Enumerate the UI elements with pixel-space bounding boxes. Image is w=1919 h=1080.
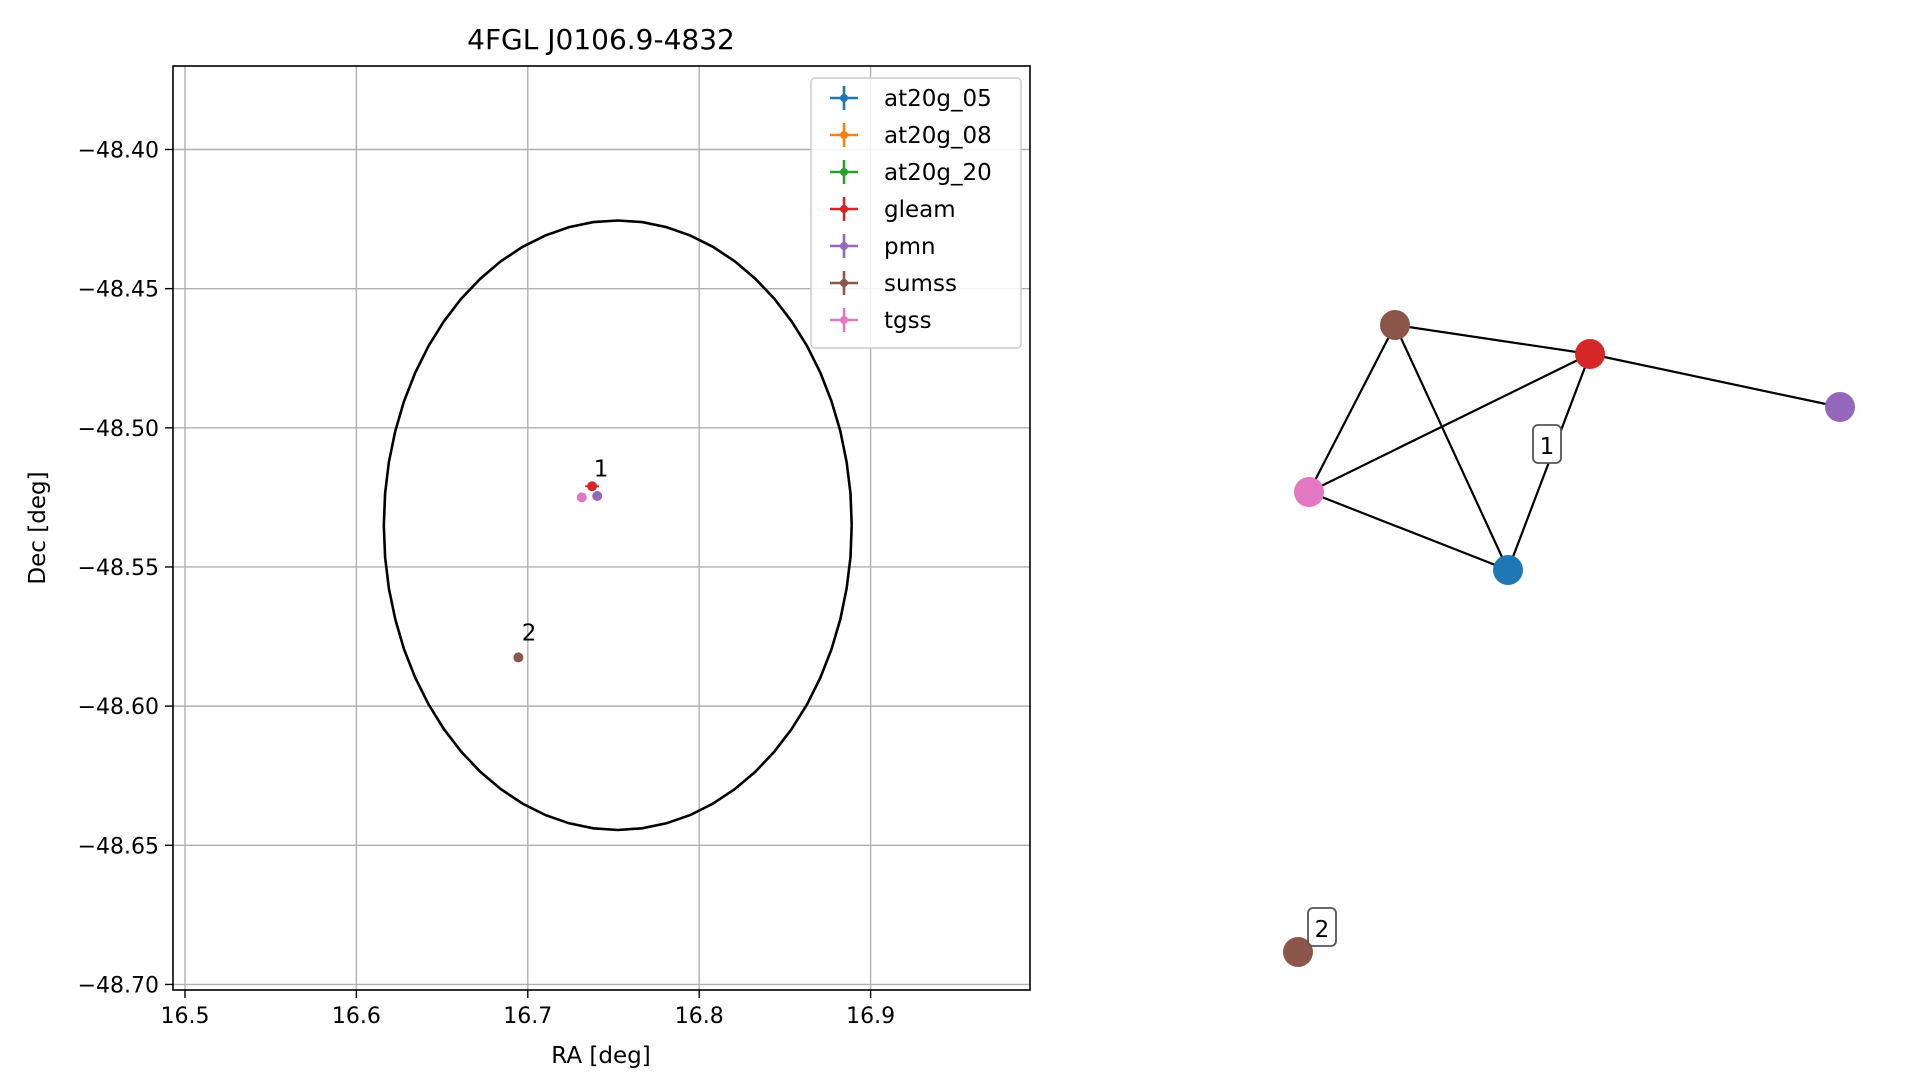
network-label-text: 1 (1540, 434, 1555, 460)
y-tick-label: −48.45 (78, 278, 159, 303)
legend-item-at20g_05: at20g_05 (830, 86, 992, 112)
point-gleam (587, 481, 598, 492)
x-tick-label: 16.6 (332, 1004, 381, 1029)
network-nodes (1283, 310, 1855, 967)
network-node-pmn (1825, 392, 1855, 422)
legend-label: sumss (884, 271, 957, 297)
y-axis-label: Dec [deg] (25, 471, 51, 584)
point-sumss (513, 652, 524, 663)
network-labels: 12 (1307, 424, 1562, 947)
legend-label: at20g_08 (884, 123, 992, 149)
y-tick-label: −48.65 (78, 834, 159, 859)
network-node-at20g_05 (1493, 555, 1523, 585)
point-tgss (576, 492, 587, 503)
network-label-box (1307, 907, 1337, 947)
network-label-text: 2 (1315, 917, 1330, 943)
network-edge (1394, 323, 1591, 356)
legend-label: pmn (884, 234, 936, 260)
y-tick-label: −48.55 (78, 556, 159, 581)
legend-label: at20g_20 (884, 160, 992, 186)
legend-marker-dot (840, 131, 848, 139)
network-node-sumss (1380, 310, 1410, 340)
annotation-label: 2 (522, 621, 537, 647)
network-label-box (1532, 424, 1562, 464)
x-tick-label: 16.7 (503, 1004, 552, 1029)
legend-marker-dot (840, 168, 848, 176)
legend-item-at20g_08: at20g_08 (830, 123, 992, 149)
annotation-label: 1 (594, 457, 609, 483)
network-node-gleam (1575, 339, 1605, 369)
network-edges (1308, 323, 1841, 572)
x-tick-label: 16.9 (846, 1004, 895, 1029)
legend-marker-dot (840, 279, 848, 287)
x-tick-label: 16.5 (161, 1004, 210, 1029)
legend-box (810, 77, 1022, 349)
data-points (513, 481, 603, 663)
legend-label: at20g_05 (884, 86, 992, 112)
network-edge (1394, 324, 1509, 571)
plot-frame (172, 65, 1031, 991)
chart-title: 4FGL J0106.9-4832 (467, 23, 735, 56)
legend-marker-dot (840, 242, 848, 250)
annotations: 12 (522, 457, 609, 647)
scatter-chart: 4FGL J0106.9-4832 12 16.5 16.6 16.7 16.8 16.… (25, 23, 1031, 1069)
point-pmn (592, 490, 603, 501)
legend-item-gleam: gleam (830, 197, 956, 223)
legend-label: tgss (884, 308, 932, 334)
network-label: 1 (1532, 424, 1562, 464)
y-tick-label: −48.60 (78, 695, 159, 720)
legend-label: gleam (884, 197, 956, 223)
grid-lines (173, 66, 1030, 990)
network-edge (1308, 490, 1509, 572)
network-node-sumss_2 (1283, 937, 1313, 967)
x-tick-label: 16.8 (675, 1004, 724, 1029)
legend-item-at20g_20: at20g_20 (830, 160, 992, 186)
x-axis-label: RA [deg] (551, 1043, 650, 1069)
legend-item-pmn: pmn (830, 234, 936, 260)
y-tick-label: −48.70 (78, 973, 159, 998)
network-node-tgss (1294, 477, 1324, 507)
error-ellipse-layer (382, 219, 853, 832)
y-tick-label: −48.40 (78, 138, 159, 163)
legend-item-sumss: sumss (830, 271, 957, 297)
network-edge (1589, 352, 1841, 409)
legend-marker-dot (840, 316, 848, 324)
network-label: 2 (1307, 907, 1337, 947)
legend-marker-dot (840, 205, 848, 213)
legend-item-tgss: tgss (830, 308, 932, 334)
y-tick-label: −48.50 (78, 417, 159, 442)
axis-ticks: 16.5 16.6 16.7 16.8 16.9 −48.40 −48.45 −48.50 −4… (78, 138, 896, 1029)
network-graph: 12 (1283, 310, 1855, 967)
legend-marker-dot (840, 94, 848, 102)
error-ellipse (382, 219, 853, 832)
network-edge (1308, 324, 1396, 493)
network-edge (1308, 353, 1591, 493)
